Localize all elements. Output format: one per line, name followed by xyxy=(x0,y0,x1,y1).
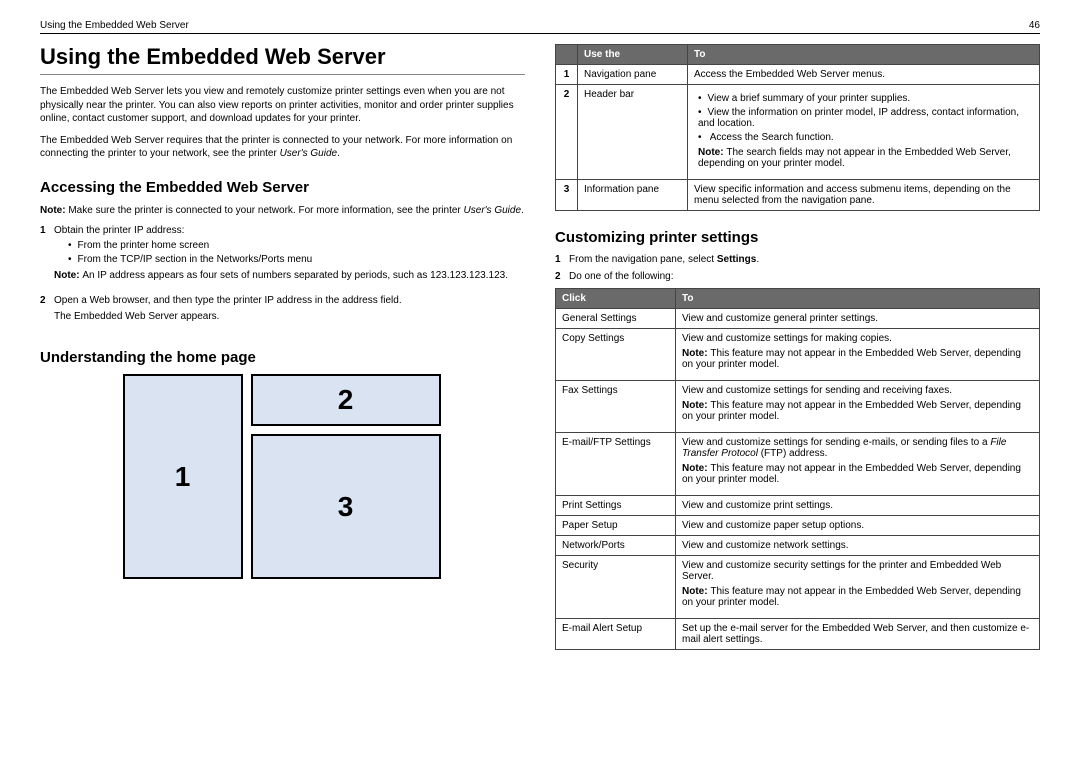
table-row: General SettingsView and customize gener… xyxy=(556,309,1040,329)
access-steps: 1 Obtain the printer IP address: From th… xyxy=(40,225,525,331)
access-note: Note: Make sure the printer is connected… xyxy=(40,204,525,218)
left-column: Using the Embedded Web Server The Embedd… xyxy=(40,44,525,662)
step1-bullets: From the printer home screen From the TC… xyxy=(54,240,525,265)
heading-customizing: Customizing printer settings xyxy=(555,229,1040,246)
header-left: Using the Embedded Web Server xyxy=(40,20,189,31)
table-row: E-mail/FTP SettingsView and customize se… xyxy=(556,433,1040,496)
table-row: Network/PortsView and customize network … xyxy=(556,536,1040,556)
step1-note: Note: An IP address appears as four sets… xyxy=(54,269,525,283)
table-row: 1 Navigation pane Access the Embedded We… xyxy=(556,65,1040,85)
heading-accessing: Accessing the Embedded Web Server xyxy=(40,179,525,196)
use-the-table: Use the To 1 Navigation pane Access the … xyxy=(555,44,1040,211)
page-title: Using the Embedded Web Server xyxy=(40,44,525,75)
home-page-diagram: 1 2 3 xyxy=(123,374,443,584)
table-row: Copy SettingsView and customize settings… xyxy=(556,329,1040,381)
table-row: Paper SetupView and customize paper setu… xyxy=(556,516,1040,536)
heading-home-page: Understanding the home page xyxy=(40,349,525,366)
table-row: Print SettingsView and customize print s… xyxy=(556,496,1040,516)
table-row: 2 Header bar View a brief summary of you… xyxy=(556,85,1040,180)
table-row: 3 Information pane View specific informa… xyxy=(556,180,1040,211)
page-header: Using the Embedded Web Server 46 xyxy=(40,20,1040,34)
diagram-box-1: 1 xyxy=(123,374,243,579)
access-step-2: 2 Open a Web browser, and then type the … xyxy=(40,295,525,332)
customize-step-1: 1 From the navigation pane, select Setti… xyxy=(555,254,1040,265)
customize-steps: 1 From the navigation pane, select Setti… xyxy=(555,254,1040,282)
table-row: E-mail Alert SetupSet up the e-mail serv… xyxy=(556,619,1040,650)
access-step-1: 1 Obtain the printer IP address: From th… xyxy=(40,225,525,289)
right-column: Use the To 1 Navigation pane Access the … xyxy=(555,44,1040,662)
table-row: SecurityView and customize security sett… xyxy=(556,556,1040,619)
header-page: 46 xyxy=(1029,20,1040,31)
table-row: Fax SettingsView and customize settings … xyxy=(556,381,1040,433)
intro-paragraph-1: The Embedded Web Server lets you view an… xyxy=(40,85,525,126)
content-columns: Using the Embedded Web Server The Embedd… xyxy=(40,44,1040,662)
customize-step-2: 2 Do one of the following: xyxy=(555,271,1040,282)
click-to-table: Click To General SettingsView and custom… xyxy=(555,288,1040,650)
intro-paragraph-2: The Embedded Web Server requires that th… xyxy=(40,134,525,161)
diagram-box-2: 2 xyxy=(251,374,441,426)
diagram-box-3: 3 xyxy=(251,434,441,579)
